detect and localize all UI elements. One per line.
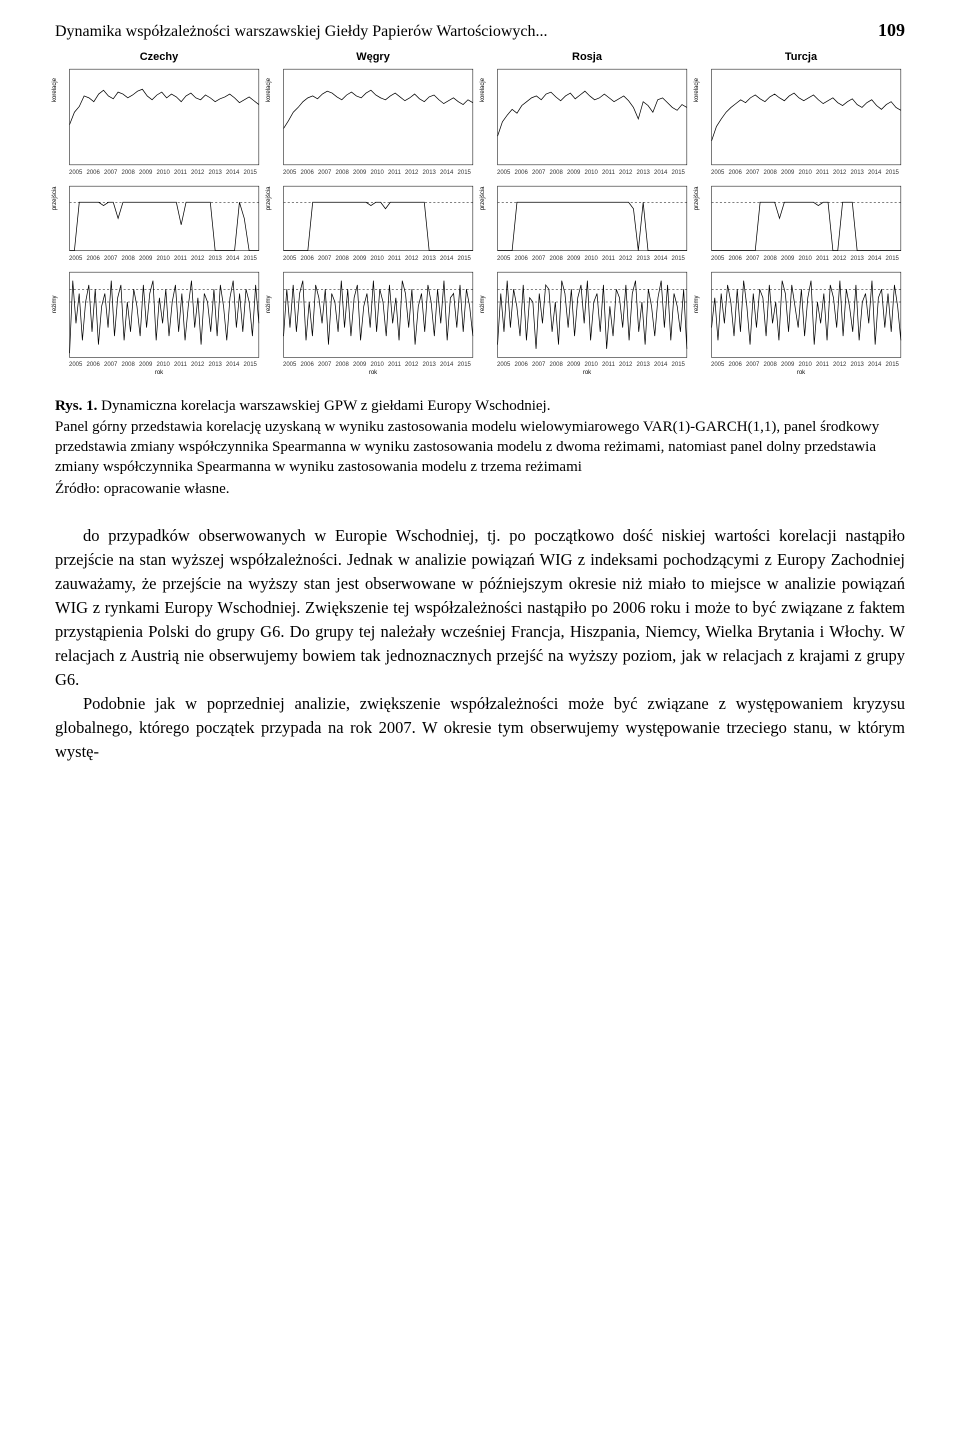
chart-panel: Węgry korelacje 20052006200720082009201020…	[269, 51, 477, 176]
chart-panel: przejścia 2005200620072008200920102011201…	[269, 182, 477, 262]
chart-panel: reżimy 2005200620072008200920102011201220…	[697, 268, 905, 377]
x-axis-ticks: 2005200620072008200920102011201220132014…	[483, 170, 691, 176]
chart-panel: reżimy 2005200620072008200920102011201220…	[55, 268, 263, 377]
chart-title: Turcja	[697, 51, 905, 63]
paragraph-1: do przypadków obserwowanych w Europie Ws…	[55, 524, 905, 691]
y-axis-label: korelacje	[480, 77, 486, 101]
y-axis-label: korelacje	[266, 77, 272, 101]
chart-panel: przejścia 2005200620072008200920102011201…	[697, 182, 905, 262]
x-axis-label: rok	[697, 370, 905, 376]
x-axis-ticks: 2005200620072008200920102011201220132014…	[269, 170, 477, 176]
chart-panel: reżimy 2005200620072008200920102011201220…	[269, 268, 477, 377]
x-axis-ticks: 2005200620072008200920102011201220132014…	[55, 256, 263, 262]
page-number: 109	[878, 20, 905, 41]
chart-panel: przejścia 2005200620072008200920102011201…	[483, 182, 691, 262]
y-axis-label: przejścia	[52, 186, 58, 210]
figure-source: Źródło: opracowanie własne.	[55, 481, 905, 498]
y-axis-label: reżimy	[52, 296, 58, 314]
y-axis-label: reżimy	[694, 296, 700, 314]
x-axis-ticks: 2005200620072008200920102011201220132014…	[483, 256, 691, 262]
page-header: Dynamika współzależności warszawskiej Gi…	[55, 20, 905, 41]
x-axis-ticks: 2005200620072008200920102011201220132014…	[483, 362, 691, 368]
x-axis-ticks: 2005200620072008200920102011201220132014…	[55, 170, 263, 176]
y-axis-label: reżimy	[266, 296, 272, 314]
chart-panel: reżimy 2005200620072008200920102011201220…	[483, 268, 691, 377]
y-axis-label: przejścia	[480, 186, 486, 210]
x-axis-ticks: 2005200620072008200920102011201220132014…	[697, 256, 905, 262]
caption-title: Dynamiczna korelacja warszawskiej GPW z …	[101, 398, 550, 414]
x-axis-label: rok	[55, 370, 263, 376]
x-axis-ticks: 2005200620072008200920102011201220132014…	[697, 362, 905, 368]
x-axis-ticks: 2005200620072008200920102011201220132014…	[269, 256, 477, 262]
caption-label: Rys. 1.	[55, 398, 97, 414]
running-title: Dynamika współzależności warszawskiej Gi…	[55, 23, 548, 41]
chart-title: Czechy	[55, 51, 263, 63]
x-axis-label: rok	[483, 370, 691, 376]
caption-desc: Panel górny przedstawia korelację uzyska…	[55, 419, 879, 476]
body-text: do przypadków obserwowanych w Europie Ws…	[55, 524, 905, 763]
y-axis-label: przejścia	[266, 186, 272, 210]
figure-caption: Rys. 1. Dynamiczna korelacja warszawskie…	[55, 396, 905, 477]
chart-panel: przejścia 2005200620072008200920102011201…	[55, 182, 263, 262]
x-axis-ticks: 2005200620072008200920102011201220132014…	[269, 362, 477, 368]
y-axis-label: przejścia	[694, 186, 700, 210]
y-axis-label: reżimy	[480, 296, 486, 314]
paragraph-2: Podobnie jak w poprzedniej analizie, zwi…	[55, 692, 905, 764]
x-axis-label: rok	[269, 370, 477, 376]
chart-grid: Czechy korelacje 2005200620072008200920102…	[55, 51, 905, 376]
chart-title: Rosja	[483, 51, 691, 63]
y-axis-label: korelacje	[694, 77, 700, 101]
y-axis-label: korelacje	[52, 77, 58, 101]
chart-title: Węgry	[269, 51, 477, 63]
chart-panel: Rosja korelacje 20052006200720082009201020…	[483, 51, 691, 176]
x-axis-ticks: 2005200620072008200920102011201220132014…	[697, 170, 905, 176]
x-axis-ticks: 2005200620072008200920102011201220132014…	[55, 362, 263, 368]
chart-panel: Czechy korelacje 2005200620072008200920102…	[55, 51, 263, 176]
chart-panel: Turcja korelacje 2005200620072008200920102…	[697, 51, 905, 176]
